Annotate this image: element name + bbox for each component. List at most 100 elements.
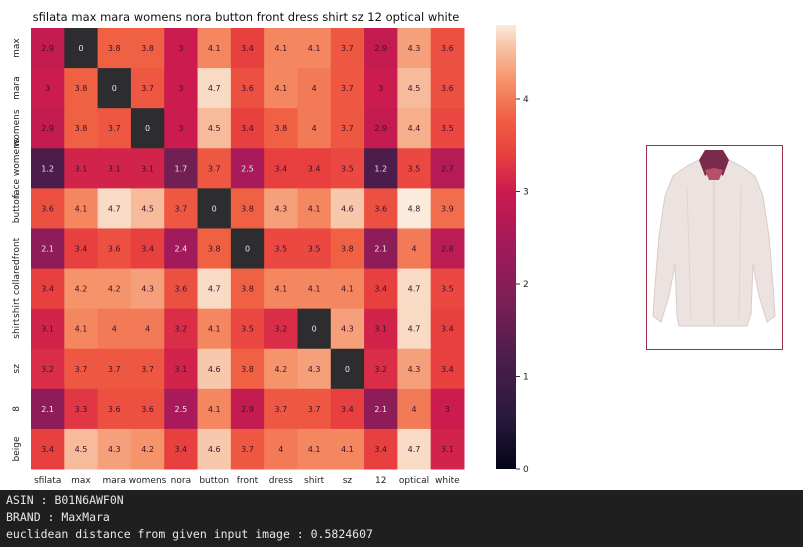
cell-value-label: 3.4 xyxy=(41,285,54,294)
y-tick-label: shirt collared xyxy=(12,259,22,318)
x-tick-label: white xyxy=(435,476,460,486)
heatmap-cell xyxy=(364,68,398,109)
cell-value-label: 4.2 xyxy=(274,365,287,374)
cell-value-label: 3.2 xyxy=(374,365,387,374)
heatmap-cell xyxy=(264,228,298,270)
cell-value-label: 3.5 xyxy=(441,285,454,294)
heatmap-cell xyxy=(31,428,65,470)
heatmap-cell xyxy=(330,268,365,310)
cell-value-label: 4.1 xyxy=(308,445,321,454)
cell-value-label: 3.4 xyxy=(41,445,54,454)
product-image-frame xyxy=(646,145,783,350)
cell-value-label: 4.7 xyxy=(208,84,221,93)
cell-value-label: 3.4 xyxy=(374,285,387,294)
heatmap-cell xyxy=(197,268,232,310)
cell-value-label: 0 xyxy=(145,124,150,133)
cell-value-label: 2.5 xyxy=(241,164,254,173)
cell-value-label: 4 xyxy=(145,325,150,334)
cell-value-label: 3.1 xyxy=(108,164,121,173)
heatmap-cell xyxy=(64,28,99,69)
cell-value-label: 3.2 xyxy=(175,325,188,334)
cell-value-label: 4 xyxy=(278,445,283,454)
y-tick-label: front xyxy=(12,237,22,259)
cell-value-label: 4.1 xyxy=(75,204,88,213)
cell-value-label: 4.1 xyxy=(341,445,354,454)
heatmap-cell xyxy=(64,428,99,470)
heatmap-cell xyxy=(31,348,65,390)
cell-value-label: 4.3 xyxy=(108,445,121,454)
cell-value-label: 3.5 xyxy=(341,164,354,173)
cell-value-label: 3.6 xyxy=(41,204,54,213)
heatmap-cell xyxy=(430,108,465,149)
cell-value-label: 3.8 xyxy=(274,124,287,133)
cell-value-label: 4.2 xyxy=(75,285,88,294)
heatmap-cell xyxy=(430,308,465,350)
cell-value-label: 4.1 xyxy=(208,405,221,414)
cell-value-label: 3.8 xyxy=(75,124,88,133)
heatmap-cell xyxy=(31,268,65,310)
heatmap-cell xyxy=(97,268,132,310)
cell-value-label: 3.6 xyxy=(141,405,154,414)
y-tick-label: max xyxy=(12,38,22,58)
cell-value-label: 2.1 xyxy=(41,405,54,414)
heatmap-cell xyxy=(197,308,232,350)
x-tick-label: button xyxy=(199,476,229,486)
heatmap-cell xyxy=(330,148,365,189)
heatmap-cell xyxy=(230,228,265,270)
cell-value-label: 4.3 xyxy=(308,365,321,374)
heatmap-cell xyxy=(264,348,298,390)
cell-value-label: 3.7 xyxy=(141,365,154,374)
heatmap-chart: sfilata max mara womens nora button fron… xyxy=(12,10,529,486)
heatmap-cells: 2.9 0 3.8 3.8 3 4.1 3.4 4.1 4.1 3.7 2.9 4.3 3.6 3 3.8 0… xyxy=(31,28,465,470)
cell-value-label: 2.5 xyxy=(175,405,188,414)
cell-value-label: 3.8 xyxy=(241,285,254,294)
cell-value-label: 0 xyxy=(312,325,317,334)
cell-value-label: 3.4 xyxy=(274,164,287,173)
cell-value-label: 3.4 xyxy=(241,124,254,133)
cell-value-label: 1.7 xyxy=(175,164,188,173)
heatmap-cell xyxy=(430,28,465,69)
cell-value-label: 3.7 xyxy=(241,445,254,454)
heatmap-cell xyxy=(64,268,99,310)
cell-value-label: 4.5 xyxy=(75,445,88,454)
cell-value-label: 4.5 xyxy=(408,84,421,93)
heatmap-cell xyxy=(330,228,365,270)
shirt-icon xyxy=(652,150,776,327)
heatmap-cell xyxy=(264,108,298,149)
y-tick-label: button xyxy=(12,194,22,224)
cell-value-label: 4.7 xyxy=(408,445,421,454)
cell-value-label: 4.3 xyxy=(408,44,421,53)
heatmap-cell xyxy=(31,308,65,350)
cell-value-label: 3.8 xyxy=(75,84,88,93)
cell-value-label: 3.6 xyxy=(108,405,121,414)
cell-value-label: 3.7 xyxy=(75,365,88,374)
y-tick-label: mara xyxy=(12,76,22,100)
heatmap-cell xyxy=(397,348,432,390)
colorbar-tick-label: 2 xyxy=(523,280,529,290)
heatmap-cell xyxy=(130,268,165,310)
heatmap-cell xyxy=(31,108,65,149)
heatmap-cell xyxy=(264,28,298,69)
cell-value-label: 4.1 xyxy=(208,44,221,53)
heatmap-cell xyxy=(97,188,132,229)
heatmap-cell xyxy=(164,348,199,390)
heatmap-cell xyxy=(364,268,398,310)
heatmap-cell xyxy=(164,188,199,229)
heatmap-cell xyxy=(297,28,332,69)
heatmap-cell xyxy=(364,188,398,229)
cell-value-label: 4.2 xyxy=(108,285,121,294)
cell-value-label: 3.4 xyxy=(141,245,154,254)
shirt-collar-inner xyxy=(705,168,723,180)
heatmap-cell xyxy=(164,68,199,109)
heatmap-cell xyxy=(264,308,298,350)
cell-value-label: 4.8 xyxy=(408,204,421,213)
cell-value-label: 4.3 xyxy=(141,285,154,294)
heatmap-cell xyxy=(397,268,432,310)
heatmap-cell xyxy=(297,268,332,310)
heatmap-cell xyxy=(164,308,199,350)
heatmap-cell xyxy=(330,388,365,430)
heatmap-cell xyxy=(397,68,432,109)
chart-title: sfilata max mara womens nora button fron… xyxy=(33,10,460,24)
heatmap-cell xyxy=(430,348,465,390)
